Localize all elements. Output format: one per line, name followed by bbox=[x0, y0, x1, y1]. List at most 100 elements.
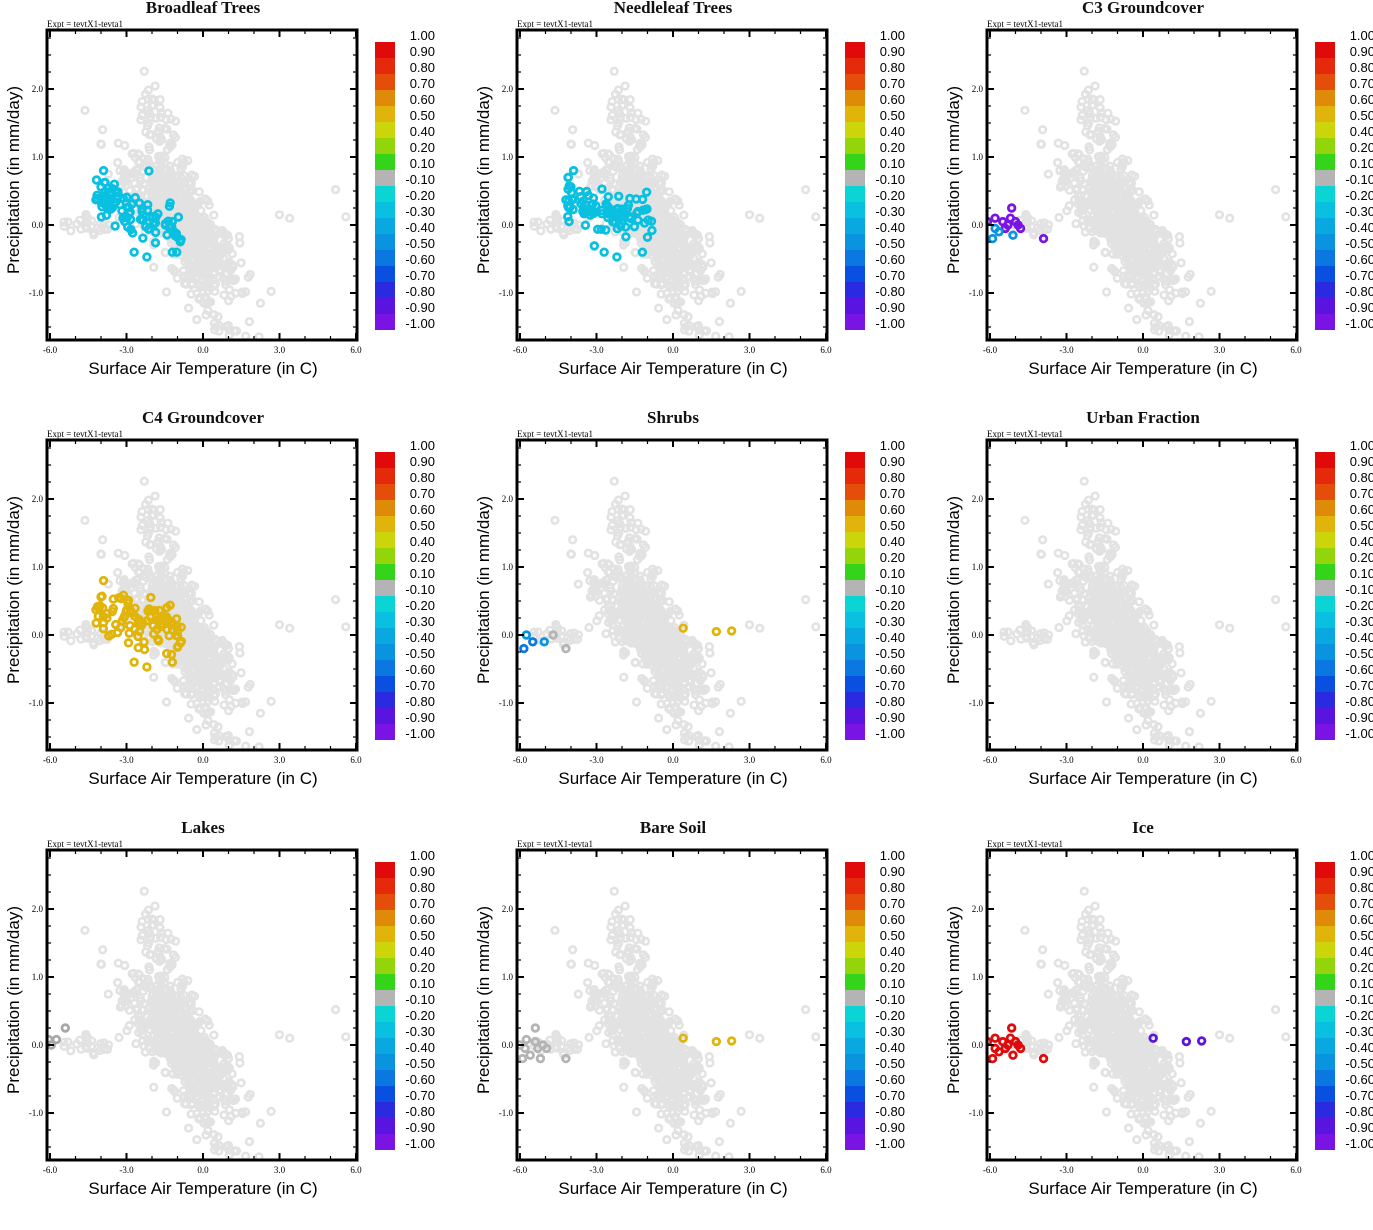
colorbar-segment bbox=[375, 138, 395, 154]
x-tick-label: 0.0 bbox=[197, 755, 209, 765]
highlight-point bbox=[163, 650, 170, 657]
colorbar-label: -0.70 bbox=[405, 678, 435, 694]
background-point bbox=[612, 591, 619, 598]
colorbar-label: 0.70 bbox=[405, 486, 435, 502]
background-point bbox=[157, 506, 164, 513]
background-point bbox=[286, 625, 293, 632]
colorbar-label: -0.30 bbox=[405, 204, 435, 220]
colorbar-label: 0.80 bbox=[405, 470, 435, 486]
colorbar-segment bbox=[375, 154, 395, 170]
background-point bbox=[586, 624, 593, 631]
background-point bbox=[552, 517, 559, 524]
y-tick-label: 2.0 bbox=[32, 84, 44, 94]
background-point bbox=[1081, 68, 1088, 75]
background-point bbox=[1108, 116, 1115, 123]
background-point bbox=[622, 83, 629, 90]
background-point bbox=[276, 622, 283, 629]
background-point bbox=[152, 83, 159, 90]
background-point bbox=[1208, 288, 1215, 295]
colorbar-label: 0.90 bbox=[1345, 44, 1373, 60]
background-point bbox=[77, 627, 84, 634]
background-point bbox=[1085, 87, 1092, 94]
colorbar-label: -1.00 bbox=[1345, 316, 1373, 332]
x-tick-label: 0.0 bbox=[197, 345, 209, 355]
colorbar-label: -0.70 bbox=[405, 268, 435, 284]
background-point bbox=[82, 517, 89, 524]
background-point bbox=[152, 493, 159, 500]
expt-label: Expt = tevtX1-tevta1 bbox=[47, 429, 123, 439]
background-point bbox=[813, 214, 820, 221]
background-point bbox=[181, 280, 188, 287]
colorbar-label: 0.40 bbox=[405, 124, 435, 140]
x-tick-label: -3.0 bbox=[119, 345, 134, 355]
background-point bbox=[1045, 171, 1052, 178]
background-point bbox=[242, 743, 249, 750]
background-point bbox=[664, 316, 671, 323]
highlight-point bbox=[614, 254, 621, 261]
colorbar-segment bbox=[375, 186, 395, 202]
colorbar-label: 0.60 bbox=[1345, 92, 1373, 108]
colorbar-label: 0.80 bbox=[1345, 60, 1373, 76]
colorbar-label: 0.20 bbox=[1345, 140, 1373, 156]
colorbar-label: -0.90 bbox=[1345, 300, 1373, 316]
colorbar-segment bbox=[375, 500, 395, 516]
colorbar-segment bbox=[375, 692, 395, 708]
background-point bbox=[633, 289, 640, 296]
x-tick-label: 3.0 bbox=[274, 345, 286, 355]
expt-label: Expt = tevtX1-tevta1 bbox=[47, 19, 123, 29]
colorbar-segment bbox=[375, 724, 395, 740]
background-point bbox=[139, 98, 146, 105]
highlight-point bbox=[117, 201, 124, 208]
colorbar-segment bbox=[845, 186, 865, 202]
background-point bbox=[1128, 291, 1135, 298]
background-point bbox=[568, 551, 575, 558]
background-point bbox=[163, 699, 170, 706]
background-point bbox=[1121, 280, 1128, 287]
colorbar-label: -0.40 bbox=[1345, 220, 1373, 236]
background-point bbox=[134, 185, 141, 192]
background-point bbox=[706, 233, 713, 240]
background-point bbox=[738, 698, 745, 705]
colorbar-segment bbox=[845, 138, 865, 154]
colorbar-label: 0.40 bbox=[1345, 124, 1373, 140]
colorbar bbox=[845, 42, 865, 330]
background-point bbox=[623, 115, 630, 122]
colorbar-segment bbox=[1315, 282, 1335, 298]
background-point bbox=[611, 68, 618, 75]
colorbar-segment bbox=[1315, 202, 1335, 218]
y-tick-label: 2.0 bbox=[972, 84, 984, 94]
background-point bbox=[1153, 342, 1160, 349]
colorbar-label: 0.60 bbox=[405, 92, 435, 108]
y-tick-label: 0.0 bbox=[972, 220, 984, 230]
background-point bbox=[638, 116, 645, 123]
background-point bbox=[1103, 289, 1110, 296]
background-point bbox=[268, 698, 275, 705]
colorbar-label: 0.50 bbox=[1345, 108, 1373, 124]
colorbar-label: 0.40 bbox=[875, 124, 905, 140]
background-point bbox=[268, 288, 275, 295]
colorbar-label: 0.20 bbox=[875, 140, 905, 156]
highlight-point bbox=[623, 234, 630, 241]
background-point bbox=[188, 701, 195, 708]
background-point bbox=[1134, 316, 1141, 323]
background-point bbox=[150, 264, 157, 271]
colorbar-segment bbox=[1315, 250, 1335, 266]
colorbar-label: -0.90 bbox=[405, 710, 435, 726]
x-axis-label: Surface Air Temperature (in C) bbox=[47, 359, 359, 379]
colorbar-segment bbox=[375, 564, 395, 580]
colorbar-segment bbox=[1315, 170, 1335, 186]
y-tick-label: 1.0 bbox=[972, 152, 984, 162]
background-point bbox=[1097, 96, 1104, 103]
colorbar-segment bbox=[375, 202, 395, 218]
background-point bbox=[114, 569, 121, 576]
background-point bbox=[142, 181, 149, 188]
background-point bbox=[135, 158, 142, 165]
colorbar-label: -0.60 bbox=[405, 252, 435, 268]
y-tick-label: 1.0 bbox=[32, 152, 44, 162]
background-point bbox=[627, 96, 634, 103]
colorbar-label: -0.80 bbox=[405, 284, 435, 300]
